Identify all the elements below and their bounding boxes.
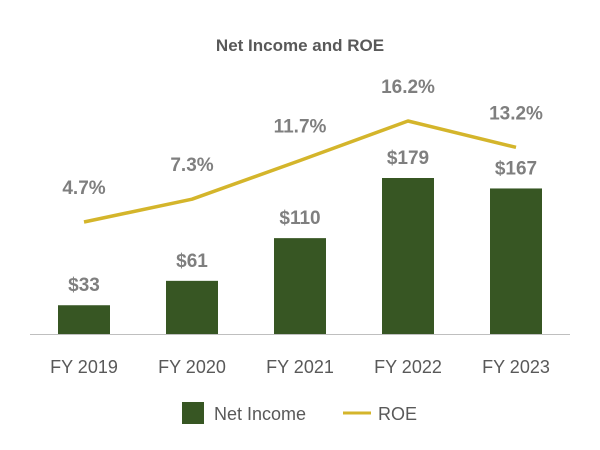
- x-tick-fy-2021: FY 2021: [266, 357, 334, 377]
- x-tick-fy-2023: FY 2023: [482, 357, 550, 377]
- bar-label-fy-2023: $167: [495, 158, 537, 179]
- roe-label-fy-2021: 11.7%: [274, 117, 327, 138]
- x-tick-fy-2022: FY 2022: [374, 357, 442, 377]
- bar-data-labels: $33 $61 $110 $179 $167: [68, 148, 537, 296]
- roe-label-fy-2022: 16.2%: [381, 77, 435, 98]
- roe-label-fy-2019: 4.7%: [62, 178, 105, 199]
- roe-label-fy-2020: 7.3%: [170, 155, 213, 176]
- x-tick-fy-2019: FY 2019: [50, 357, 118, 377]
- x-axis-tick-labels: FY 2019 FY 2020 FY 2021 FY 2022 FY 2023: [50, 357, 550, 377]
- legend-swatch-net-income: [182, 402, 204, 424]
- bar-series: [58, 178, 542, 334]
- bar-fy-2023: [490, 188, 542, 334]
- roe-data-labels: 4.7% 7.3% 11.7% 16.2% 13.2%: [62, 77, 543, 199]
- roe-line-series: [83, 119, 517, 224]
- x-tick-fy-2020: FY 2020: [158, 357, 226, 377]
- bar-fy-2022: [382, 178, 434, 334]
- legend: Net Income ROE: [182, 402, 417, 424]
- bar-fy-2021: [274, 238, 326, 334]
- bar-label-fy-2020: $61: [176, 251, 208, 272]
- legend-label-net-income: Net Income: [214, 404, 306, 424]
- chart-title: Net Income and ROE: [216, 36, 384, 55]
- bar-label-fy-2019: $33: [68, 275, 100, 296]
- bar-fy-2020: [166, 280, 218, 334]
- roe-label-fy-2023: 13.2%: [489, 103, 543, 124]
- bar-label-fy-2022: $179: [387, 148, 429, 169]
- bar-label-fy-2021: $110: [279, 208, 320, 229]
- bar-fy-2019: [58, 305, 110, 334]
- roe-line: [83, 119, 517, 224]
- legend-label-roe: ROE: [378, 404, 417, 424]
